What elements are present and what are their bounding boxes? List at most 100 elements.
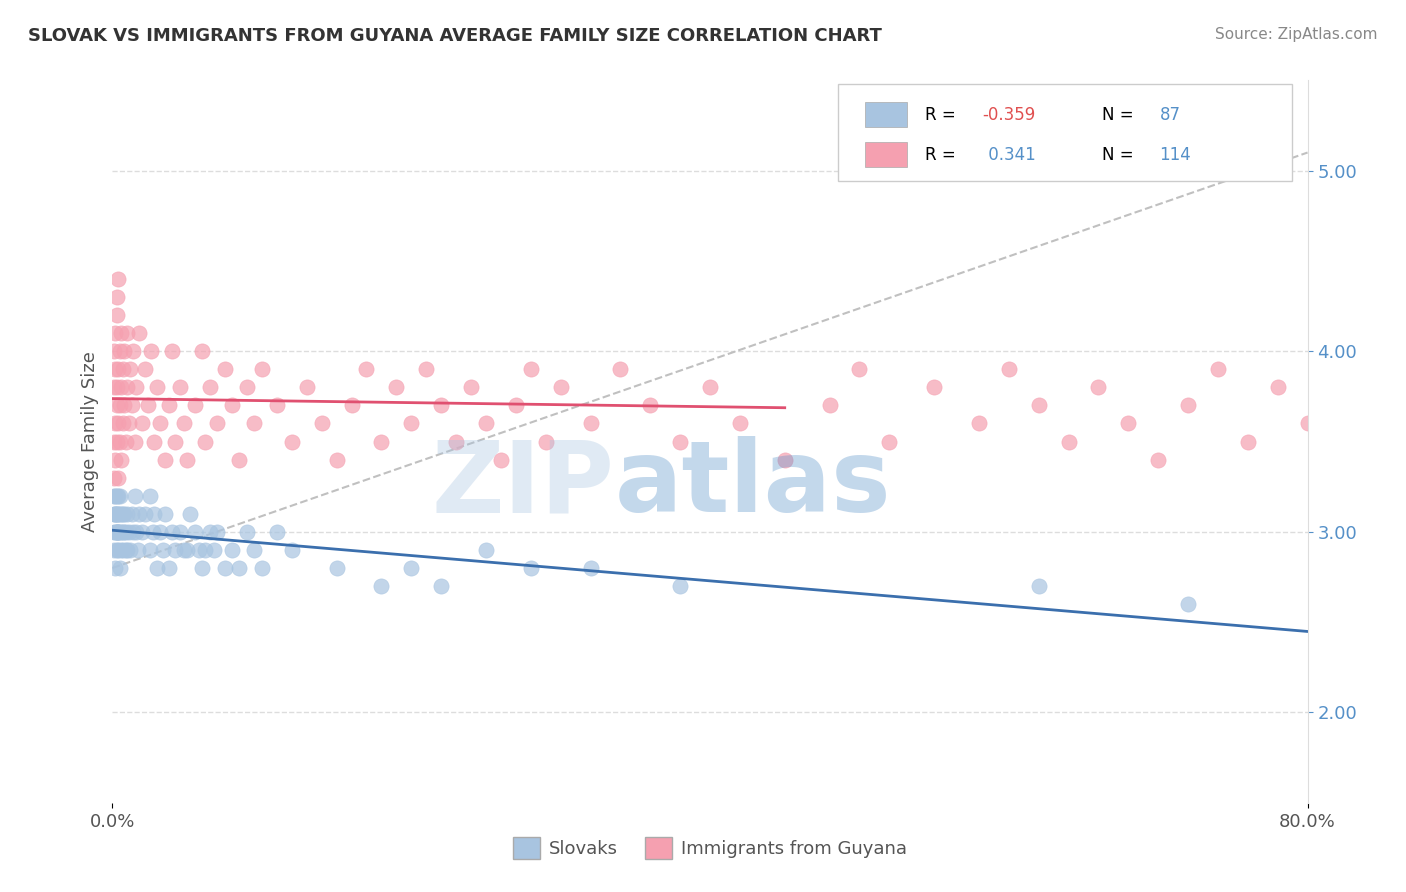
Point (105, 507, 128, 521)
Point (430, 579, 453, 593)
Point (179, 507, 201, 521)
Point (122, 344, 145, 359)
Point (103, 489, 125, 503)
Point (430, 398, 453, 412)
Point (143, 434, 166, 449)
Point (105, 524, 128, 539)
Point (104, 507, 127, 521)
Point (281, 542, 304, 557)
Point (124, 434, 146, 449)
Point (401, 561, 423, 575)
Point (149, 417, 172, 431)
Point (1386, 434, 1406, 449)
Point (105, 542, 128, 557)
Point (108, 507, 131, 521)
Point (162, 344, 183, 359)
Point (228, 561, 250, 575)
Point (107, 507, 129, 521)
Text: atlas: atlas (614, 436, 891, 533)
Point (110, 524, 132, 539)
Point (183, 398, 205, 412)
Point (998, 362, 1021, 376)
Point (505, 398, 527, 412)
Point (325, 561, 347, 575)
Point (114, 507, 135, 521)
Point (1118, 417, 1140, 431)
Point (105, 398, 128, 412)
Point (205, 417, 228, 431)
Point (520, 561, 543, 575)
Point (104, 507, 127, 521)
Point (103, 507, 125, 521)
FancyBboxPatch shape (866, 102, 907, 128)
Point (188, 542, 211, 557)
Point (609, 362, 631, 376)
Point (146, 561, 169, 575)
Point (127, 542, 149, 557)
Point (121, 398, 143, 412)
FancyBboxPatch shape (838, 84, 1292, 181)
Point (107, 417, 129, 431)
Point (191, 561, 214, 575)
Point (111, 524, 134, 539)
Point (848, 362, 870, 376)
Point (520, 362, 543, 376)
Point (108, 524, 131, 539)
Text: N =: N = (1102, 106, 1139, 124)
Point (340, 398, 363, 412)
Point (120, 362, 142, 376)
Point (152, 542, 174, 557)
Point (110, 326, 132, 341)
Point (104, 561, 127, 575)
Point (153, 452, 176, 467)
Point (266, 398, 288, 412)
Point (243, 542, 266, 557)
Point (104, 524, 127, 539)
Point (162, 524, 183, 539)
Point (773, 452, 796, 467)
Point (1028, 398, 1050, 412)
Point (489, 452, 512, 467)
Point (311, 417, 333, 431)
Point (1296, 417, 1319, 431)
Point (104, 452, 127, 467)
Point (121, 507, 143, 521)
Point (550, 380, 572, 394)
Text: Source: ZipAtlas.com: Source: ZipAtlas.com (1215, 27, 1378, 42)
Point (1087, 380, 1109, 394)
Point (699, 380, 721, 394)
Point (250, 362, 273, 376)
Point (107, 471, 129, 485)
Point (128, 507, 150, 521)
Point (110, 380, 132, 394)
Point (1206, 362, 1229, 376)
Point (236, 380, 259, 394)
Point (103, 471, 125, 485)
Point (1028, 579, 1050, 593)
Point (105, 507, 128, 521)
Point (1177, 597, 1199, 611)
Point (139, 542, 162, 557)
Point (103, 380, 125, 394)
Point (153, 507, 176, 521)
Point (243, 417, 266, 431)
Point (879, 434, 901, 449)
Point (221, 398, 243, 412)
Point (111, 542, 134, 557)
Point (114, 398, 135, 412)
Point (922, 380, 945, 394)
Point (146, 380, 169, 394)
Point (142, 524, 165, 539)
Point (1057, 434, 1080, 449)
Point (221, 542, 243, 557)
Point (1237, 434, 1260, 449)
Point (108, 344, 131, 359)
Point (356, 362, 378, 376)
Point (107, 362, 129, 376)
Point (173, 417, 195, 431)
Point (134, 362, 156, 376)
Point (118, 524, 141, 539)
Point (104, 489, 127, 503)
Point (114, 344, 135, 359)
Point (967, 417, 990, 431)
